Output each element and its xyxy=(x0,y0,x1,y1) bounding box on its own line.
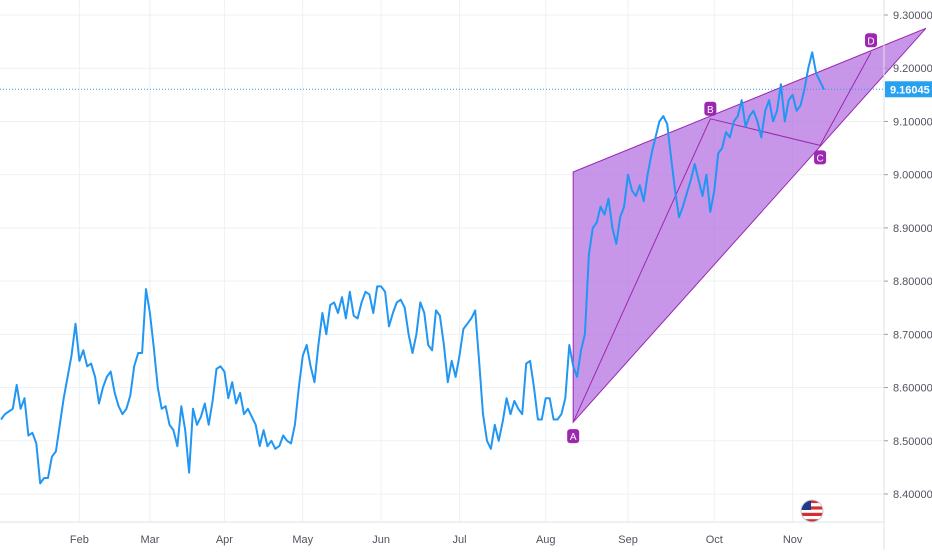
time-tick-label: Jun xyxy=(372,534,390,546)
pattern-label-d[interactable]: D xyxy=(865,33,878,48)
time-tick-label: Apr xyxy=(216,534,233,546)
time-tick-label: Sep xyxy=(618,534,638,546)
pattern-label-text: D xyxy=(867,36,874,47)
time-tick-label: Feb xyxy=(70,534,89,546)
pattern-label-text: B xyxy=(707,105,714,116)
price-tick-label: 8.90000 xyxy=(893,223,932,235)
pattern-label-bg xyxy=(567,429,580,444)
us-flag-icon xyxy=(800,499,824,523)
price-axis[interactable]: 8.40000 8.50000 8.60000 8.70000 8.80000 8.900… xyxy=(883,0,932,550)
time-axis[interactable]: Feb Mar Apr May Jun Jul Aug Sep Oct Nov xyxy=(0,521,884,546)
time-tick-label: May xyxy=(292,534,313,546)
price-tick-label: 8.70000 xyxy=(893,329,932,341)
time-tick-label: Oct xyxy=(706,534,723,546)
pattern-label-bg xyxy=(814,150,827,165)
horizontal-grid xyxy=(0,14,884,495)
time-tick-label: Aug xyxy=(536,534,556,546)
last-price-label: 9.16045 xyxy=(890,84,930,96)
price-tick-label: 8.60000 xyxy=(893,383,932,395)
flag-ring xyxy=(800,499,824,523)
pattern-label-b[interactable]: B xyxy=(704,101,717,116)
abcd-pattern[interactable] xyxy=(572,27,927,424)
pattern-label-bg xyxy=(865,33,878,48)
pattern-point-labels[interactable]: A B C D xyxy=(567,33,878,444)
time-tick-label: Nov xyxy=(783,534,803,546)
price-tick-label: 9.00000 xyxy=(893,170,932,182)
price-tick-label: 9.30000 xyxy=(893,10,932,22)
price-tick-label: 9.10000 xyxy=(893,116,932,128)
time-tick-label: Mar xyxy=(140,534,159,546)
price-tick-label: 8.80000 xyxy=(893,276,932,288)
time-tick-label: Jul xyxy=(452,534,466,546)
pattern-legs[interactable] xyxy=(572,52,872,423)
pattern-label-text: A xyxy=(570,432,577,443)
series-line xyxy=(0,51,825,485)
pattern-label-text: C xyxy=(816,153,823,164)
price-tick-label: 9.20000 xyxy=(893,63,932,75)
flag-stripes xyxy=(801,500,823,522)
price-series xyxy=(0,51,884,485)
pattern-label-a[interactable]: A xyxy=(567,429,580,444)
price-tick-label: 8.50000 xyxy=(893,436,932,448)
price-tick-label: 8.40000 xyxy=(893,489,932,501)
pattern-channel[interactable] xyxy=(572,27,927,424)
pattern-label-c[interactable]: C xyxy=(814,150,827,165)
last-price-badge xyxy=(885,81,932,98)
pattern-label-bg xyxy=(704,101,717,116)
